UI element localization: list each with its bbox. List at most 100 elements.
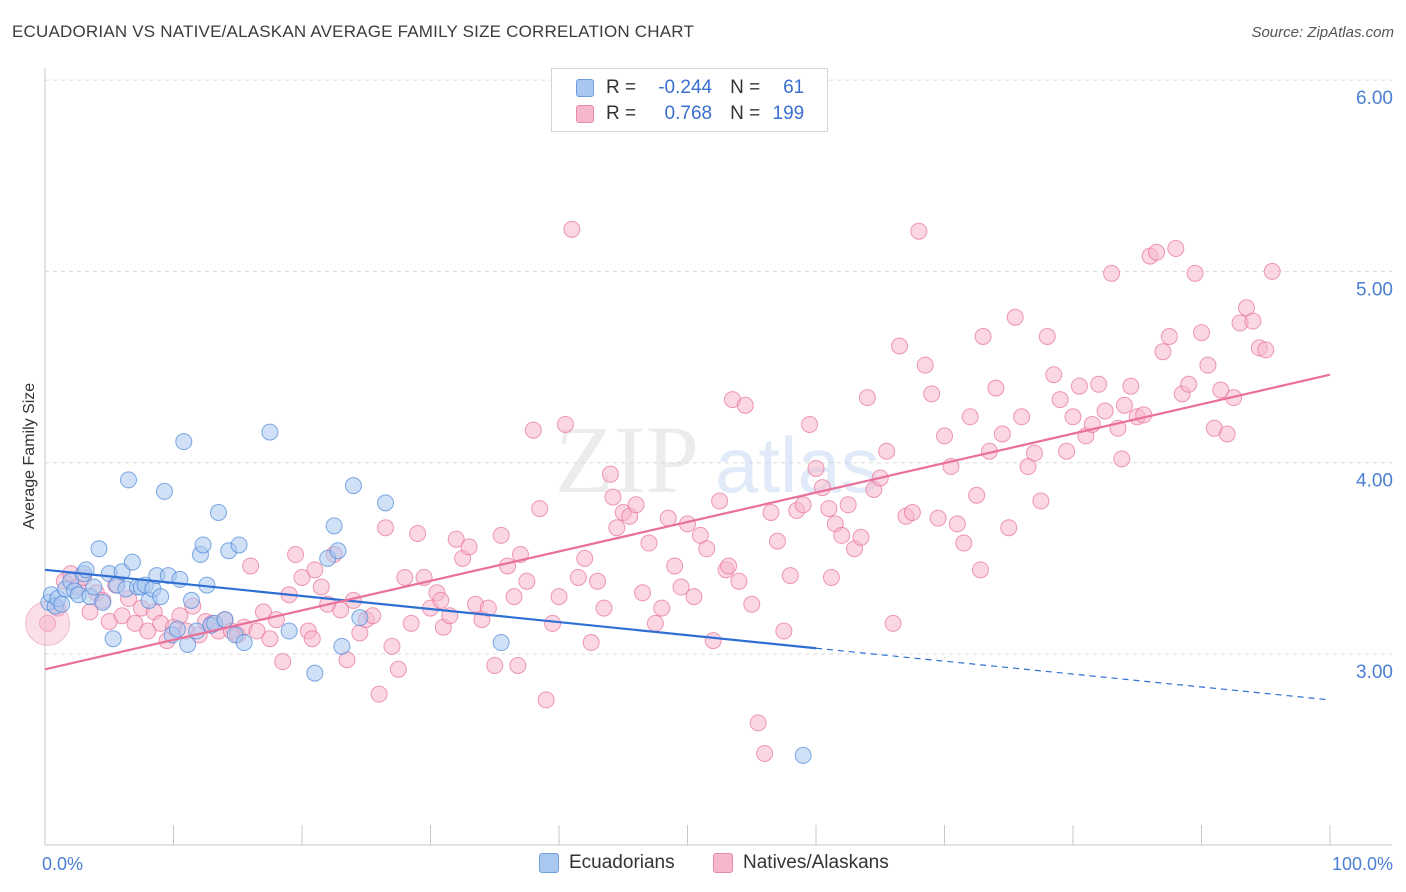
y-tick-label: 3.00 — [1356, 662, 1393, 683]
native-alaskan-point — [1257, 341, 1275, 359]
legend-n-value: 199 — [772, 103, 805, 124]
bottom-legend-swatch-pink — [713, 853, 733, 873]
native-alaskan-point — [1199, 356, 1217, 374]
native-alaskan-point — [672, 578, 690, 596]
native-alaskan-point — [1180, 375, 1198, 393]
ecuadorian-point — [175, 433, 193, 451]
native-alaskan-point — [518, 572, 536, 590]
bottom-legend-swatch-blue — [539, 853, 559, 873]
ecuadorian-point — [794, 746, 812, 764]
native-alaskan-point — [1244, 312, 1262, 330]
native-alaskan-point — [891, 337, 909, 355]
native-alaskan-point — [1032, 492, 1050, 510]
native-alaskan-point — [1193, 324, 1210, 342]
legend-r-value: 0.768 — [659, 103, 713, 124]
native-alaskan-point — [1113, 450, 1131, 468]
ecuadorian-point — [156, 482, 174, 500]
watermark: ZIP atlas — [555, 406, 880, 513]
native-alaskan-point — [640, 534, 658, 552]
native-alaskan-point — [1051, 391, 1069, 409]
ecuadorian-point — [344, 477, 362, 495]
ecuadorian-point — [325, 517, 343, 535]
native-alaskan-point — [396, 568, 414, 586]
native-alaskan-point — [531, 500, 549, 518]
legend: R = -0.244 N = 61 R = 0.768 N = 199 — [551, 68, 828, 132]
legend-row-ecuadorians: R = -0.244 N = 61 — [576, 75, 804, 101]
native-alaskan-point — [948, 515, 966, 533]
native-alaskan-point — [499, 557, 517, 575]
native-alaskan-point — [820, 500, 838, 518]
native-alaskan-point — [1218, 425, 1236, 443]
native-alaskan-point — [858, 389, 876, 407]
native-alaskan-point — [383, 637, 401, 655]
ecuadorian-point — [235, 634, 253, 652]
native-alaskan-point — [936, 427, 953, 445]
native-alaskan-point — [974, 327, 992, 345]
native-alaskan-point — [884, 614, 902, 632]
ecuadorian-point — [261, 423, 279, 441]
legend-row-natives: R = 0.768 N = 199 — [576, 101, 804, 127]
ecuadorian-point — [209, 503, 227, 521]
tick-labels: 3.00 4.00 5.00 6.00 0.0% 100.0% — [42, 88, 1393, 874]
native-alaskan-point — [409, 524, 427, 542]
native-alaskan-point — [550, 588, 568, 606]
native-alaskan-point — [126, 614, 144, 632]
native-alaskan-point — [556, 415, 574, 433]
grid-lines — [45, 79, 1392, 655]
ecuadorian-point — [123, 553, 141, 571]
native-alaskan-point — [955, 534, 973, 552]
native-alaskan-point — [807, 459, 825, 477]
native-alaskan-point — [971, 561, 989, 579]
ecuadorians-trend-line — [44, 568, 817, 650]
watermark-atlas: atlas — [715, 421, 880, 509]
native-alaskan-point — [987, 379, 1005, 397]
ecuadorian-point — [120, 471, 138, 489]
native-alaskan-point — [242, 557, 260, 575]
native-alaskan-point — [370, 685, 388, 703]
native-alaskan-point — [306, 561, 324, 579]
legend-n-value: 61 — [783, 77, 805, 98]
native-alaskan-point — [460, 538, 478, 556]
native-alaskan-point — [961, 408, 979, 426]
watermark-zip: ZIP — [555, 406, 699, 513]
native-alaskan-point — [544, 614, 562, 632]
legend-swatch-pink — [576, 105, 594, 123]
native-alaskan-point — [1103, 264, 1121, 282]
native-alaskan-point — [1058, 442, 1076, 460]
ecuadorian-point — [194, 536, 212, 554]
bottom-legend-ecuadorians: Ecuadorians — [539, 852, 675, 874]
native-alaskan-point — [916, 356, 934, 374]
native-alaskan-point — [1096, 402, 1114, 420]
y-tick-label: 6.00 — [1356, 88, 1393, 109]
legend-swatch-blue — [576, 79, 594, 97]
native-alaskan-point — [775, 622, 793, 640]
chart-title: ECUADORIAN VS NATIVE/ALASKAN AVERAGE FAM… — [12, 22, 695, 41]
ecuadorians-points — [40, 423, 812, 764]
legend-n-label: N = — [730, 103, 761, 124]
native-alaskan-point — [492, 526, 510, 544]
native-alaskan-point — [261, 630, 279, 648]
bottom-legend-natives: Natives/Alaskans — [713, 852, 889, 874]
x-tick-label-max: 100.0% — [1332, 854, 1393, 874]
ecuadorian-point — [306, 664, 324, 682]
native-alaskan-point — [377, 519, 395, 537]
native-alaskan-point — [768, 532, 786, 550]
native-alaskan-point — [1212, 381, 1230, 399]
native-alaskan-point — [743, 595, 761, 613]
native-alaskan-point — [1045, 366, 1063, 384]
native-alaskan-point — [794, 496, 812, 514]
native-alaskan-point — [505, 588, 523, 606]
native-alaskan-point — [113, 607, 131, 625]
native-alaskan-point — [685, 588, 703, 606]
native-alaskan-point — [659, 509, 677, 527]
native-alaskan-point — [910, 222, 928, 240]
trend-lines — [44, 373, 1331, 701]
native-alaskan-point — [1070, 377, 1088, 395]
ecuadorian-point — [329, 542, 347, 560]
native-alaskan-point — [287, 546, 305, 564]
native-alaskan-point — [1186, 264, 1204, 282]
native-alaskan-point — [801, 415, 819, 433]
native-alaskan-point — [1135, 406, 1153, 424]
native-alaskan-point — [878, 442, 896, 460]
